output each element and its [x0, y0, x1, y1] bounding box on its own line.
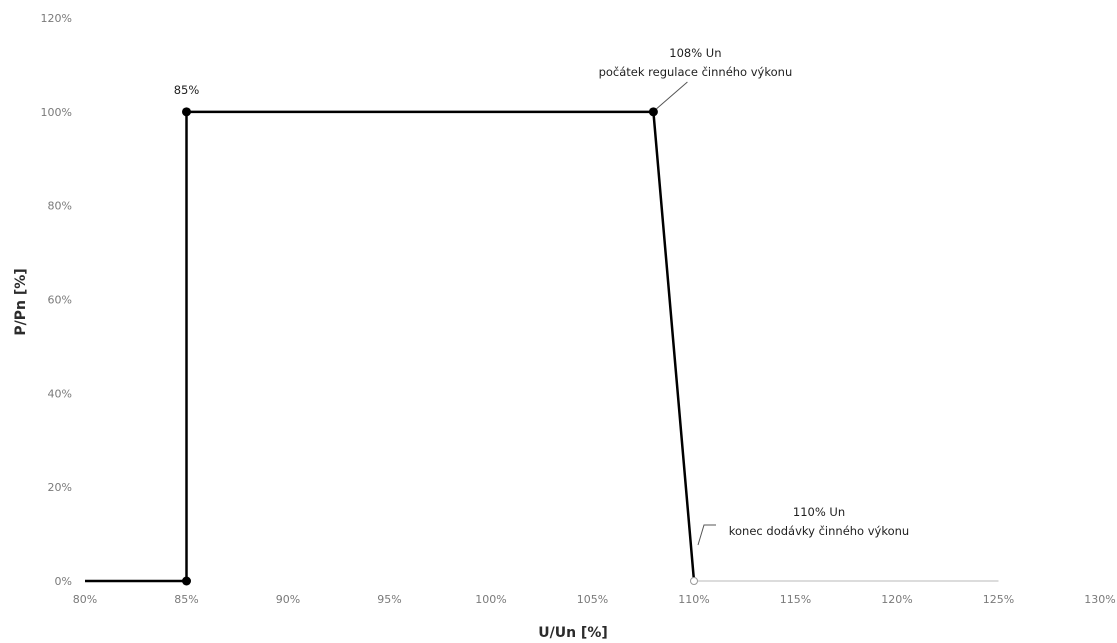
data-point-marker [182, 107, 191, 117]
y-tick-label: 40% [48, 387, 72, 400]
x-tick-label: 100% [475, 593, 506, 606]
annotation-110-leader [697, 524, 716, 546]
annotation-110-title: 110% Un [793, 505, 845, 519]
y-tick-label: 60% [48, 294, 72, 307]
data-point-marker [182, 576, 191, 586]
y-axis-title: P/Pn [%] [13, 268, 29, 335]
x-tick-label: 120% [881, 593, 912, 606]
annotation-108-leader [656, 81, 688, 110]
y-tick-label: 120% [41, 12, 72, 25]
series-lines [85, 110, 999, 583]
x-tick-label: 90% [276, 593, 300, 606]
series-markers [182, 107, 698, 586]
x-tick-label: 125% [983, 593, 1014, 606]
x-tick-label: 105% [577, 593, 608, 606]
x-tick-label: 110% [678, 593, 709, 606]
y-tick-label: 20% [48, 481, 72, 494]
x-axis-ticks: 80% 85% 90% 95% 100% 105% 110% 115% 120% 125% 130% [73, 593, 1116, 606]
annotation-108-description: počátek regulace činného výkonu [599, 65, 793, 79]
data-point-marker [648, 107, 658, 117]
y-tick-label: 100% [41, 106, 72, 119]
x-tick-label: 130% [1084, 593, 1115, 606]
x-tick-label: 115% [780, 593, 811, 606]
x-tick-label: 80% [73, 593, 97, 606]
annotation-110-description: konec dodávky činného výkonu [729, 524, 909, 538]
data-point-marker [690, 577, 698, 585]
x-tick-label: 85% [174, 593, 198, 606]
annotations: 85% 108% Un počátek regulace činného výk… [174, 46, 909, 546]
series-line-power [85, 110, 696, 583]
annotation-108-title: 108% Un [669, 46, 721, 60]
point-label-85: 85% [174, 83, 200, 97]
y-tick-label: 0% [55, 575, 72, 588]
y-axis-ticks: 0% 20% 40% 60% 80% 100% 120% [41, 12, 72, 588]
x-tick-label: 95% [377, 593, 401, 606]
x-axis-title: U/Un [%] [538, 625, 608, 641]
y-tick-label: 80% [48, 200, 72, 213]
